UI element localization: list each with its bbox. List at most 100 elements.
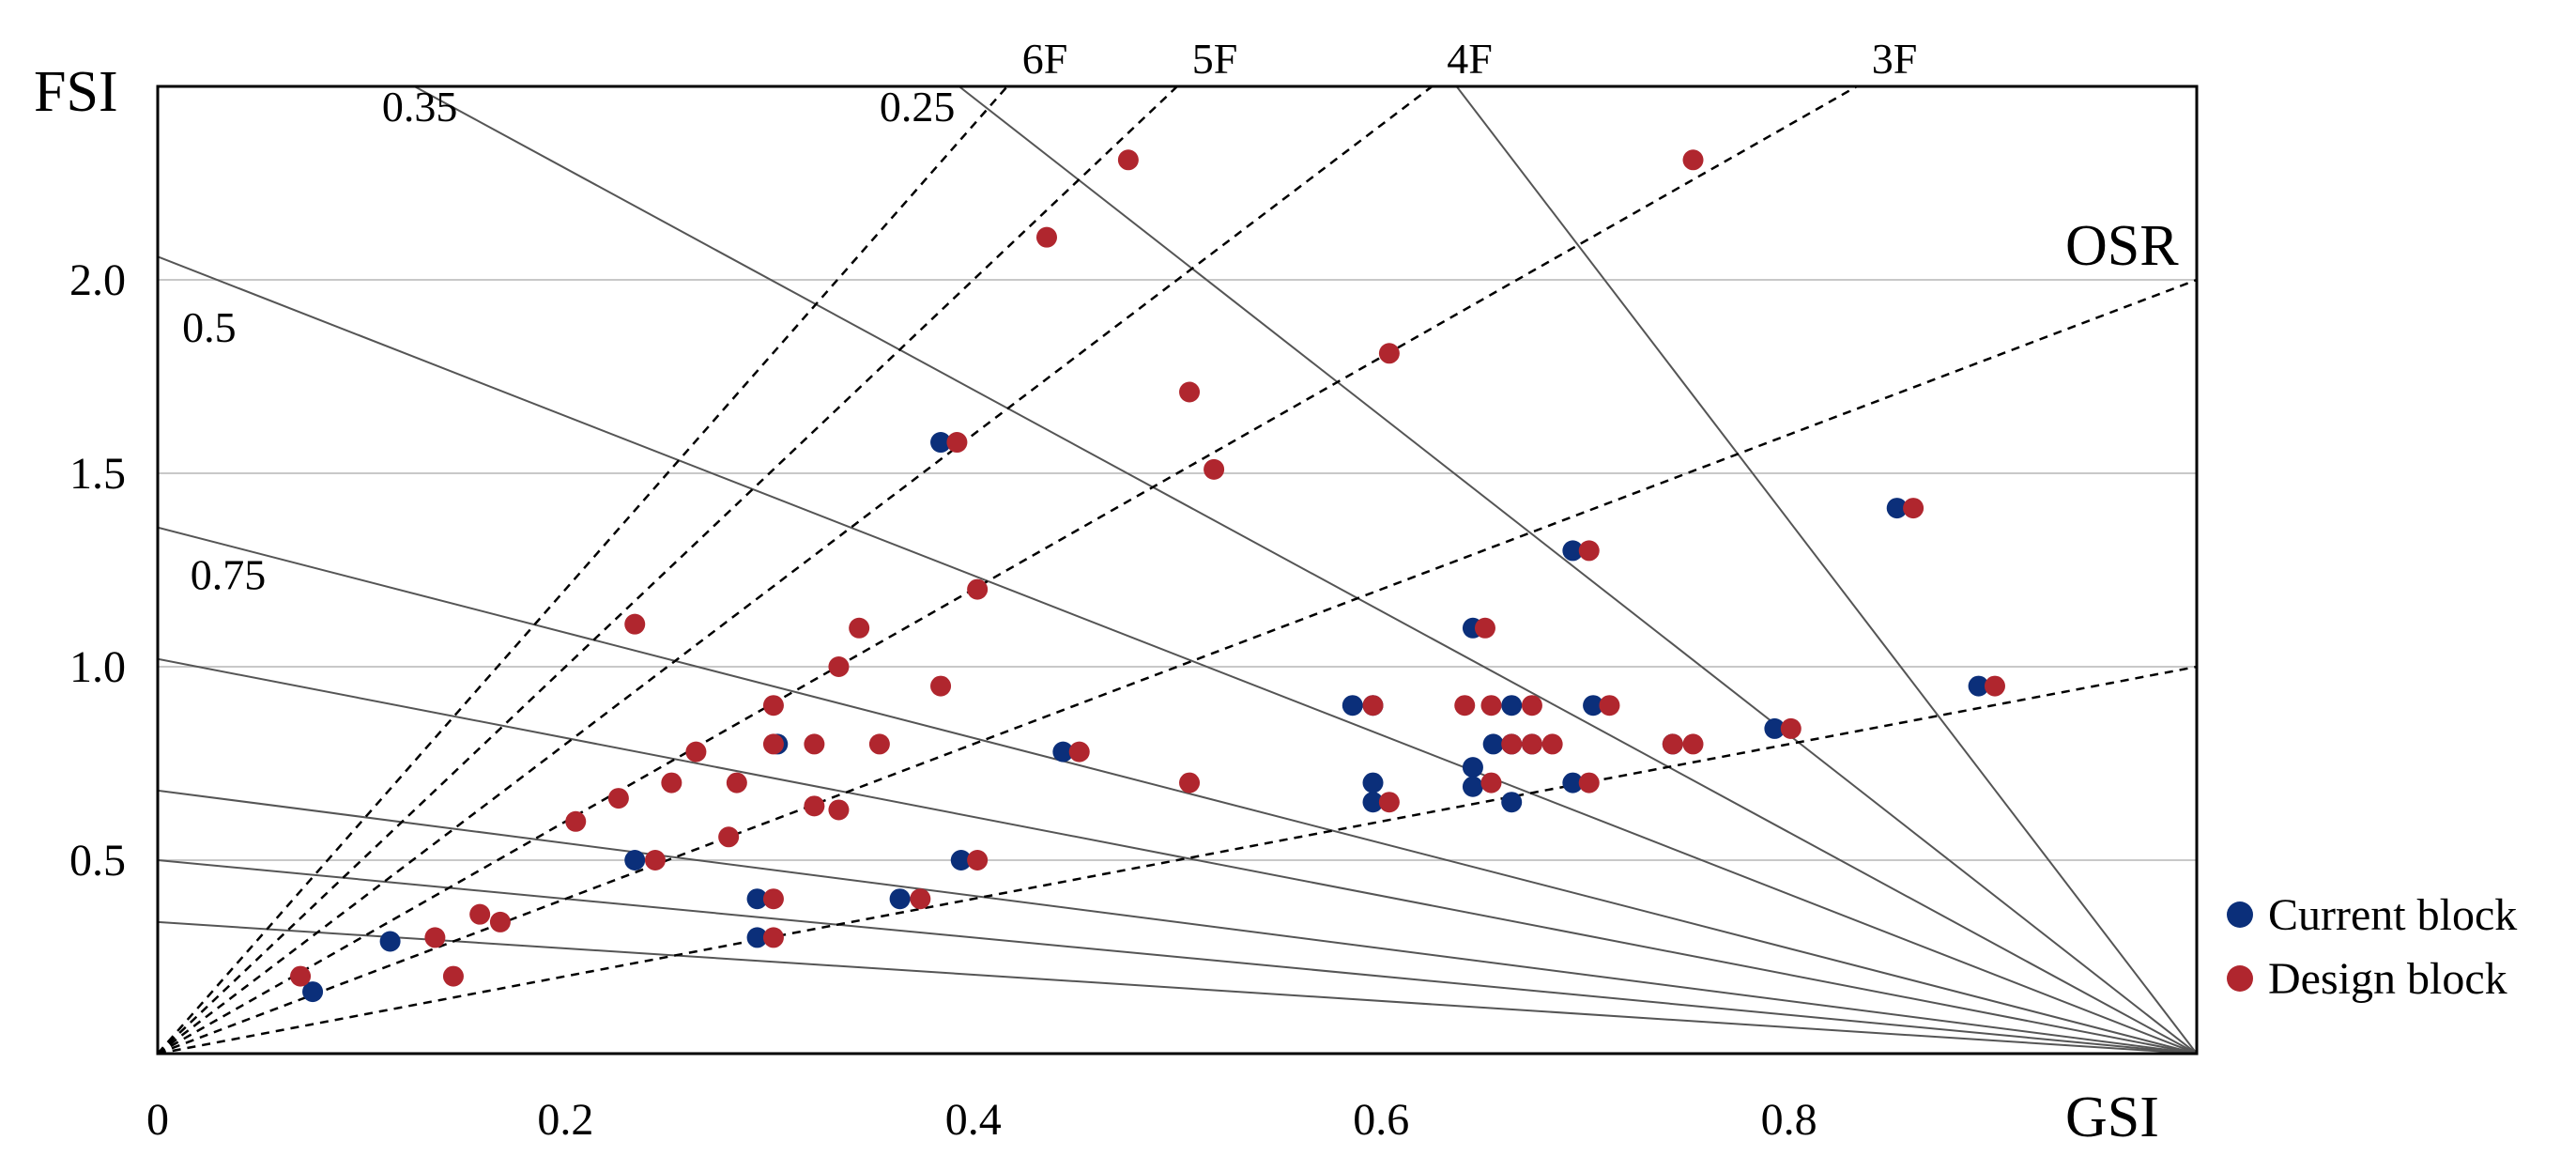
osr-line-5 [158,859,2197,1054]
current-block-point-7 [950,850,972,871]
legend-marker-current-block [2227,901,2253,928]
current-block-point-27 [1886,498,1908,519]
x-tick-label-0.2: 0.2 [537,1095,593,1145]
design-block-point-51 [1780,717,1802,739]
design-block-point-20 [828,799,850,821]
osr-line-1 [158,255,2197,1054]
design-block-point-46 [1578,772,1600,794]
floor-line-label-5F: 5F [1192,35,1238,83]
legend: Current block Design block [2227,890,2517,1004]
x-tick-label-0.8: 0.8 [1761,1095,1817,1145]
design-block-point-9 [661,772,682,794]
design-block-point-23 [930,675,952,697]
current-block-point-1 [379,931,401,952]
floor-line-label-4F: 4F [1447,35,1493,83]
y-tick-label-2.0: 2.0 [69,255,126,305]
osr-line-0 [412,86,2197,1054]
design-block-point-26 [967,578,989,600]
design-block-point-29 [1068,741,1090,763]
data-points [290,149,2005,1003]
plot-frame [156,85,2199,1055]
design-block-point-8 [644,850,666,871]
x-tick-label-0.6: 0.6 [1353,1095,1409,1145]
design-block-point-6 [607,788,629,809]
osr-title: OSR [2065,214,2179,278]
design-block-point-10 [685,741,707,763]
osr-line-3 [158,657,2197,1054]
current-block-point-28 [1968,675,1989,697]
grid-lines [158,279,2197,861]
current-block-point-22 [1562,540,1584,562]
floor-line-4F [158,86,1434,1054]
floor-line-label-6F: 6F [1022,35,1068,83]
current-block-point-24 [1583,695,1604,716]
design-block-point-50 [1682,733,1704,755]
current-block-point-16 [1462,776,1483,797]
osr-label-0.35: 0.35 [382,83,458,131]
y-axis-title: FSI [34,60,118,124]
x-tick-label-0: 0 [146,1095,169,1145]
design-block-point-37 [1454,695,1476,716]
design-block-point-4 [489,911,511,932]
y-tick-label-1.0: 1.0 [69,642,126,692]
current-block-point-9 [1052,741,1074,763]
floor-line-3F [158,86,1858,1054]
line-labels: 6F 5F 4F 3F 0.35 0.25 0.5 0.75 [182,35,1917,599]
design-block-point-44 [1541,733,1563,755]
design-block-point-47 [1599,695,1620,716]
osr-line-4 [158,789,2197,1054]
legend-label-design-block: Design block [2268,954,2507,1004]
design-block-point-41 [1501,733,1523,755]
osr-steep-line-0 [958,86,2197,1054]
osr-line-6 [158,920,2197,1054]
design-block-point-1 [424,927,446,948]
design-block-point-14 [762,733,784,755]
current-block-point-10 [1342,695,1363,716]
floor-line-label-3F: 3F [1872,35,1918,83]
x-axis-title: GSI [2065,1086,2159,1149]
design-block-point-15 [762,888,784,910]
current-block-point-8 [930,432,952,454]
design-block-point-31 [1179,381,1201,403]
floor-line-6F [158,86,1008,1054]
design-block-point-52 [1903,498,1924,519]
design-block-point-22 [868,733,890,755]
design-block-point-18 [804,795,825,817]
design-block-point-36 [1378,792,1400,813]
current-block-point-17 [1482,733,1504,755]
osr-label-0.5: 0.5 [182,303,237,351]
design-block-point-24 [910,888,931,910]
design-block-point-19 [828,656,850,677]
design-block-point-49 [1682,149,1704,171]
osr-label-0.75: 0.75 [191,551,267,599]
current-block-point-13 [1362,792,1384,813]
osr-label-0.25: 0.25 [880,83,956,131]
design-block-point-3 [469,903,491,925]
design-block-point-17 [804,733,825,755]
current-block-point-3 [746,888,768,910]
design-block-point-34 [1362,695,1384,716]
design-block-point-11 [718,826,740,848]
design-block-point-35 [1378,343,1400,364]
tick-labels: 0.5 1.0 1.5 2.0 0 0.2 0.4 0.6 0.8 [69,255,1817,1145]
design-block-point-16 [762,927,784,948]
design-block-point-7 [624,613,646,635]
legend-marker-design-block [2227,965,2253,992]
current-block-point-15 [1462,757,1483,778]
legend-label-current-block: Current block [2268,890,2517,940]
design-block-point-38 [1474,617,1495,639]
design-block-point-30 [1117,149,1139,171]
osr-line-2 [158,526,2197,1054]
current-block-point-20 [1501,792,1523,813]
current-block-point-18 [1501,695,1523,716]
current-block-point-2 [624,850,646,871]
design-block-point-45 [1578,540,1600,562]
design-block-point-39 [1480,695,1502,716]
current-block-point-26 [1764,717,1786,739]
design-block-point-12 [726,772,747,794]
design-block-point-2 [442,965,464,987]
y-tick-label-0.5: 0.5 [69,836,126,886]
current-block-point-0 [302,981,324,1003]
design-block-point-48 [1662,733,1683,755]
